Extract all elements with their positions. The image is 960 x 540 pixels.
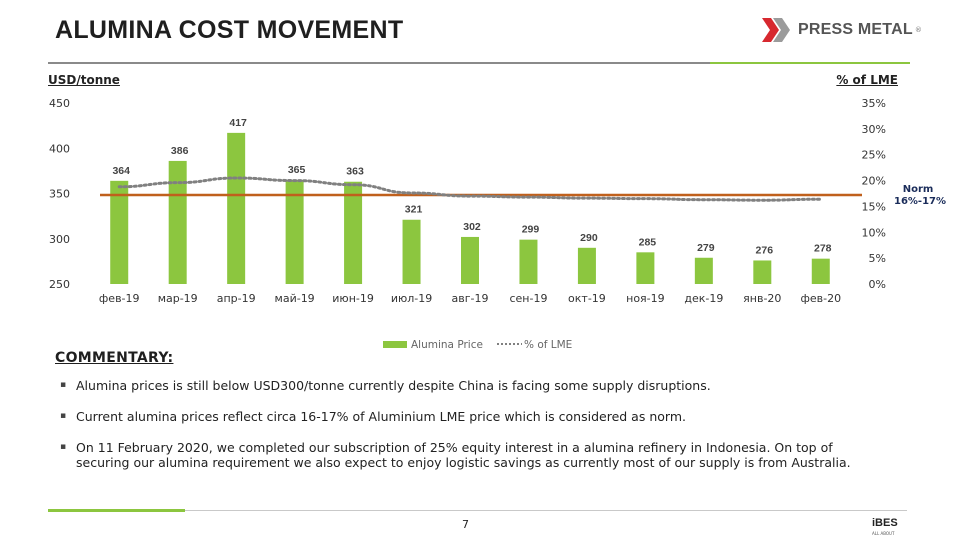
x-tick-label: фев-19 [99,292,140,305]
bar-value-label: 386 [171,145,189,157]
x-tick-label: июн-19 [332,292,374,305]
ibes-logo: iBES [872,517,898,529]
title-accent-line [710,62,910,64]
bar-value-label: 279 [697,242,715,254]
x-tick-label: янв-20 [743,292,781,305]
bar [168,160,187,284]
commentary-bullet: On 11 February 2020, we completed our su… [60,440,890,470]
x-tick-label: сен-19 [509,292,547,305]
bar-value-label: 276 [756,244,774,256]
bar [285,179,304,284]
x-tick-label: авг-19 [452,292,489,305]
bar-value-label: 278 [814,243,832,255]
y-axis-right-title: % of LME [836,73,898,87]
y-axis-left-title: USD/tonne [48,73,120,87]
y-right-tick-label: 15% [862,200,886,213]
title-divider [48,62,710,64]
footer-divider [185,510,907,511]
y-left-tick-label: 450 [49,97,70,110]
y-right-tick-label: 5% [869,252,886,265]
bar-value-label: 299 [522,224,540,236]
legend-label-pct-lme: % of LME [524,339,572,351]
bar [110,180,129,284]
y-right-tick-label: 25% [862,149,886,162]
logo-text: PRESS METAL [798,21,913,38]
bar [344,181,363,284]
footer-accent-line [48,509,185,512]
commentary-list: Alumina prices is still below USD300/ton… [60,378,890,486]
bar [753,260,772,284]
x-tick-label: ноя-19 [626,292,665,305]
bar [811,258,830,284]
y-left-tick-label: 250 [49,278,70,291]
pct-lme-line [117,176,823,202]
norm-annotation: Norm 16%-17% [894,184,947,208]
y-left-tick-label: 350 [49,188,70,201]
bar-value-label: 302 [463,221,481,233]
legend-swatch-alumina-price [383,341,407,348]
bar-value-label: 363 [346,166,364,178]
bar [227,132,246,284]
norm-annotation-line1: Norm [902,184,934,195]
logo-registered-mark: ® [914,26,922,34]
page-number: 7 [462,518,469,531]
bar-value-label: 364 [112,165,130,177]
press-metal-logo: PRESS METAL ® [762,18,922,42]
legend-label-alumina-price: Alumina Price [411,339,483,351]
y-left-tick-label: 300 [49,233,70,246]
x-tick-label: фев-20 [800,292,841,305]
page-title: ALUMINA COST MOVEMENT [55,16,404,44]
norm-annotation-line2: 16%-17% [894,196,947,207]
bar-value-label: 290 [580,232,598,244]
press-metal-logo-icon [762,18,790,42]
y-right-tick-label: 30% [862,123,886,136]
bar [461,236,479,284]
bar [694,257,713,284]
commentary-bullet: Current alumina prices reflect circa 16-… [60,409,890,424]
bar-value-label: 365 [288,164,306,176]
commentary-title: COMMENTARY: [55,350,174,366]
x-tick-label: апр-19 [217,292,256,305]
ibes-logo-subtitle: ALL ABOUT [872,531,895,536]
x-tick-label: июл-19 [391,292,432,305]
bar [636,252,655,284]
y-left-tick-label: 400 [49,142,70,155]
bar-value-label: 417 [229,117,247,129]
y-right-tick-label: 35% [862,97,886,110]
bar [577,247,596,284]
y-right-tick-label: 20% [862,175,886,188]
x-tick-label: окт-19 [568,292,606,305]
bar [402,219,421,284]
bar [519,239,538,284]
x-tick-label: дек-19 [684,292,723,305]
x-tick-label: май-19 [275,292,315,305]
bar-value-label: 321 [405,204,423,216]
x-tick-label: мар-19 [158,292,198,305]
commentary-bullet: Alumina prices is still below USD300/ton… [60,378,890,393]
y-right-tick-label: 0% [869,278,886,291]
y-right-tick-label: 10% [862,226,886,239]
bar-value-label: 285 [639,236,657,248]
